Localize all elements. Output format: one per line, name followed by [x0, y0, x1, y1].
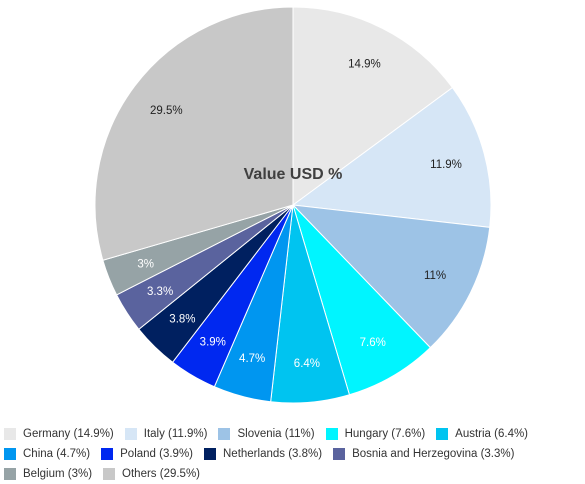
- legend: Germany (14.9%) Italy (11.9%) Slovenia (…: [4, 424, 584, 484]
- legend-item-germany: Germany (14.9%): [4, 424, 114, 444]
- legend-swatch: [333, 448, 346, 460]
- legend-swatch: [4, 448, 16, 460]
- legend-swatch: [4, 428, 16, 440]
- pie-data-label: 4.7%: [239, 353, 265, 365]
- legend-label: Bosnia and Herzegovina (3.3%): [352, 448, 515, 460]
- pie-data-label: 3.3%: [147, 286, 173, 298]
- legend-label: Poland (3.9%): [120, 448, 193, 460]
- pie-data-label: 14.9%: [348, 59, 381, 71]
- legend-item-bosnia-and-herzegovina: Bosnia and Herzegovina (3.3%): [333, 444, 514, 464]
- pie-slice: [291, 86, 492, 228]
- legend-swatch: [218, 428, 231, 440]
- pie-slices: [94, 6, 492, 404]
- legend-swatch: [101, 448, 114, 460]
- pie-slice: [292, 204, 432, 396]
- pie-data-label: 7.6%: [360, 337, 386, 349]
- legend-item-slovenia: Slovenia (11%): [218, 424, 315, 444]
- legend-label: Austria (6.4%): [455, 428, 529, 440]
- pie-data-label: 11%: [424, 270, 446, 282]
- legend-label: Others (29.5%): [122, 468, 201, 480]
- pie-slice: [291, 204, 491, 349]
- legend-label: Slovenia (11%): [237, 428, 315, 440]
- pie-data-labels: 14.9% 11.9% 11% 7.6% 6.4% 4.7% 3.9% 3.8% 3.3% 3% 2…: [137, 59, 462, 370]
- pie-data-label: 6.4%: [294, 358, 320, 370]
- legend-swatch: [204, 448, 216, 460]
- pie-data-label: 3.9%: [200, 337, 226, 349]
- legend-item-others: Others (29.5%): [103, 464, 200, 484]
- legend-row: Germany (14.9%) Italy (11.9%) Slovenia (…: [4, 424, 584, 444]
- legend-label: Germany (14.9%): [23, 428, 114, 440]
- legend-label: Netherlands (3.8%): [223, 448, 323, 460]
- legend-item-netherlands: Netherlands (3.8%): [204, 444, 322, 464]
- legend-swatch: [124, 428, 137, 440]
- pie-data-label: 11.9%: [430, 159, 462, 171]
- legend-label: Belgium (3%): [23, 468, 93, 480]
- legend-item-austria: Austria (6.4%): [436, 424, 528, 444]
- legend-swatch: [436, 428, 449, 440]
- legend-item-poland: Poland (3.9%): [101, 444, 193, 464]
- legend-label: Hungary (7.6%): [344, 428, 426, 440]
- pie-data-label: 3%: [137, 258, 154, 270]
- chart-title: Value USD %: [244, 166, 343, 183]
- legend-row: China (4.7%) Poland (3.9%) Netherlands (…: [4, 444, 584, 464]
- legend-label: Italy (11.9%): [143, 428, 208, 440]
- legend-label: China (4.7%): [23, 448, 91, 460]
- legend-swatch: [103, 468, 116, 480]
- pie-slice: [292, 6, 454, 206]
- legend-item-italy: Italy (11.9%): [124, 424, 208, 444]
- legend-item-belgium: Belgium (3%): [4, 464, 92, 484]
- pie-data-label: 3.8%: [169, 313, 195, 325]
- legend-item-china: China (4.7%): [4, 444, 90, 464]
- legend-swatch: [325, 428, 338, 440]
- pie-slice: [94, 6, 294, 261]
- legend-swatch: [4, 468, 16, 480]
- legend-item-hungary: Hungary (7.6%): [325, 424, 426, 444]
- pie-data-label: 29.5%: [150, 105, 183, 117]
- legend-row: Belgium (3%) Others (29.5%): [4, 464, 584, 484]
